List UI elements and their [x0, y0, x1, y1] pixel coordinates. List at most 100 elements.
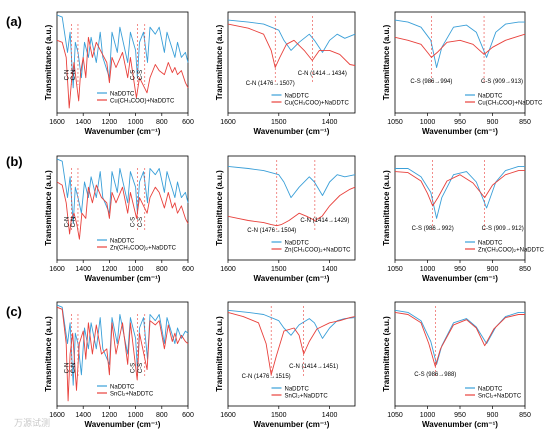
c-cs-xtick-label-2: 950 [454, 412, 466, 419]
b-full-series-1 [56, 181, 189, 240]
c-cs-legend-label-1: SnCl₂+NaDDTC [478, 394, 522, 400]
b-cn-legend-label-1: Zn(CH₃COO)₂+NaDDTC [285, 248, 352, 254]
b-full-xtick-label-3: 1000 [128, 266, 144, 273]
a-cs-series-1 [394, 33, 526, 58]
b-cn-legend-label-0: NaDDTC [285, 241, 310, 247]
a-cs-anno-1: C-S (909→913) [481, 79, 523, 85]
c-full-x-axis-label: Wavenumber (cm⁻¹) [85, 420, 161, 429]
c-cn-legend-label-0: NaDDTC [285, 387, 310, 393]
b-full-xtick-label-0: 1600 [49, 266, 65, 273]
b-full-xtick-label-2: 1200 [102, 266, 118, 273]
c-full-xtick-label-4: 800 [156, 412, 168, 419]
b-cs-xtick-label-1: 1000 [420, 266, 436, 273]
c-full-frame [56, 301, 189, 407]
b-full-frame [56, 155, 189, 261]
b-cs-legend-label-0: NaDDTC [478, 241, 503, 247]
a-cn-x-axis-label: Wavenumber (cm⁻¹) [254, 127, 330, 136]
c-full-xtick-label-5: 600 [182, 412, 194, 419]
b-cn-frame [227, 155, 356, 261]
a-cn-xtick-label-2: 1400 [322, 119, 338, 126]
b-cs-xtick-label-3: 900 [487, 266, 499, 273]
b-cn-series-1 [227, 186, 356, 227]
c-full-anno-3: C-S [138, 363, 144, 373]
a-full-anno-2: C-S [131, 70, 137, 80]
b-cn-anno-0: C-N (1476→1504) [247, 228, 296, 234]
c-cs-legend-label-0: NaDDTC [478, 387, 503, 393]
c-cs-anno-0: C-S (986→988) [414, 372, 456, 378]
row-label-1: (b) [6, 154, 23, 169]
a-full-xtick-label-5: 600 [182, 119, 194, 126]
c-cn-xtick-label-0: 1600 [220, 412, 236, 419]
c-cn-y-axis-label: Transmittance (a.u.) [215, 316, 224, 392]
a-full-anno-0: C-N [64, 70, 70, 81]
b-cs-xtick-label-2: 950 [454, 266, 466, 273]
a-full-series-1 [56, 36, 189, 109]
c-cn-series-1 [227, 311, 356, 376]
b-cs-anno-0: C-S (986→992) [412, 226, 454, 232]
c-cn-xtick-label-2: 1400 [322, 412, 338, 419]
b-full-xtick-label-4: 800 [156, 266, 168, 273]
c-full-anno-1: C-N [71, 363, 77, 374]
row-label-0: (a) [6, 14, 22, 29]
b-cs-xtick-label-4: 850 [519, 266, 531, 273]
a-cs-legend-label-1: Cu(CH₃COO)+NaDDTC [478, 101, 543, 107]
c-cs-series-1 [394, 311, 525, 367]
a-full-legend-label-1: Cu(CH₃COO)+NaDDTC [110, 99, 175, 105]
c-cn-xtick-label-1: 1500 [271, 412, 287, 419]
b-cn-x-axis-label: Wavenumber (cm⁻¹) [254, 274, 330, 283]
a-cs-y-axis-label: Transmittance (a.u.) [382, 24, 391, 100]
b-full-anno-3: C-S [138, 217, 144, 227]
c-cn-anno-0: C-N (1476→1515) [242, 374, 291, 380]
c-full-series-0 [56, 304, 189, 386]
a-cs-x-axis-label: Wavenumber (cm⁻¹) [422, 127, 498, 136]
a-cn-anno-1: C-N (1414→1434) [298, 71, 347, 77]
a-cs-series-0 [394, 19, 525, 68]
c-full-anno-0: C-N [64, 363, 70, 374]
c-cn-x-axis-label: Wavenumber (cm⁻¹) [254, 420, 330, 429]
b-full-series-0 [56, 158, 189, 225]
c-cs-y-axis-label: Transmittance (a.u.) [382, 316, 391, 392]
c-full-legend-label-1: SnCl₂+NaDDTC [110, 392, 154, 398]
b-full-anno-2: C-S [131, 217, 137, 227]
c-cn-frame [227, 301, 356, 407]
a-cn-legend-label-0: NaDDTC [285, 94, 310, 100]
a-full-y-axis-label: Transmittance (a.u.) [44, 24, 53, 100]
c-cn-anno-1: C-N (1414→1451) [289, 364, 338, 370]
a-full-xtick-label-2: 1200 [102, 119, 118, 126]
b-cs-y-axis-label: Transmittance (a.u.) [382, 170, 391, 246]
a-cs-legend-label-0: NaDDTC [478, 94, 503, 100]
a-full-legend-label-0: NaDDTC [110, 92, 135, 98]
b-cn-xtick-label-1: 1500 [271, 266, 287, 273]
b-cs-anno-1: C-S (909→912) [482, 226, 524, 232]
b-full-anno-0: C-N [64, 217, 70, 228]
c-cs-xtick-label-4: 850 [519, 412, 531, 419]
b-cs-x-axis-label: Wavenumber (cm⁻¹) [422, 274, 498, 283]
a-full-anno-3: C-S [138, 70, 144, 80]
watermark: 万源试测 [14, 417, 50, 428]
c-full-series-1 [56, 306, 189, 402]
b-full-anno-1: C-N [71, 217, 77, 228]
a-cn-anno-0: C-N (1476→1507) [246, 81, 295, 87]
a-full-x-axis-label: Wavenumber (cm⁻¹) [85, 127, 161, 136]
b-cn-xtick-label-0: 1600 [220, 266, 236, 273]
c-cs-xtick-label-0: 1050 [387, 412, 403, 419]
a-cs-xtick-label-4: 850 [519, 119, 531, 126]
a-full-series-0 [56, 14, 189, 89]
b-cs-legend-label-1: Zn(CH₃COO)₂+NaDDTC [478, 248, 545, 254]
a-cn-series-0 [227, 19, 356, 53]
c-cs-xtick-label-1: 1000 [420, 412, 436, 419]
a-full-anno-1: C-N [71, 70, 77, 81]
a-cs-xtick-label-0: 1050 [387, 119, 403, 126]
c-cs-x-axis-label: Wavenumber (cm⁻¹) [422, 420, 498, 429]
b-cn-xtick-label-2: 1400 [322, 266, 338, 273]
a-full-xtick-label-1: 1400 [75, 119, 91, 126]
b-cn-series-0 [227, 165, 356, 199]
b-full-y-axis-label: Transmittance (a.u.) [44, 170, 53, 246]
b-cs-frame [394, 155, 526, 261]
c-full-xtick-label-2: 1200 [102, 412, 118, 419]
c-full-anno-2: C-S [131, 363, 137, 373]
b-cs-series-0 [395, 165, 525, 219]
a-cn-xtick-label-1: 1500 [271, 119, 287, 126]
